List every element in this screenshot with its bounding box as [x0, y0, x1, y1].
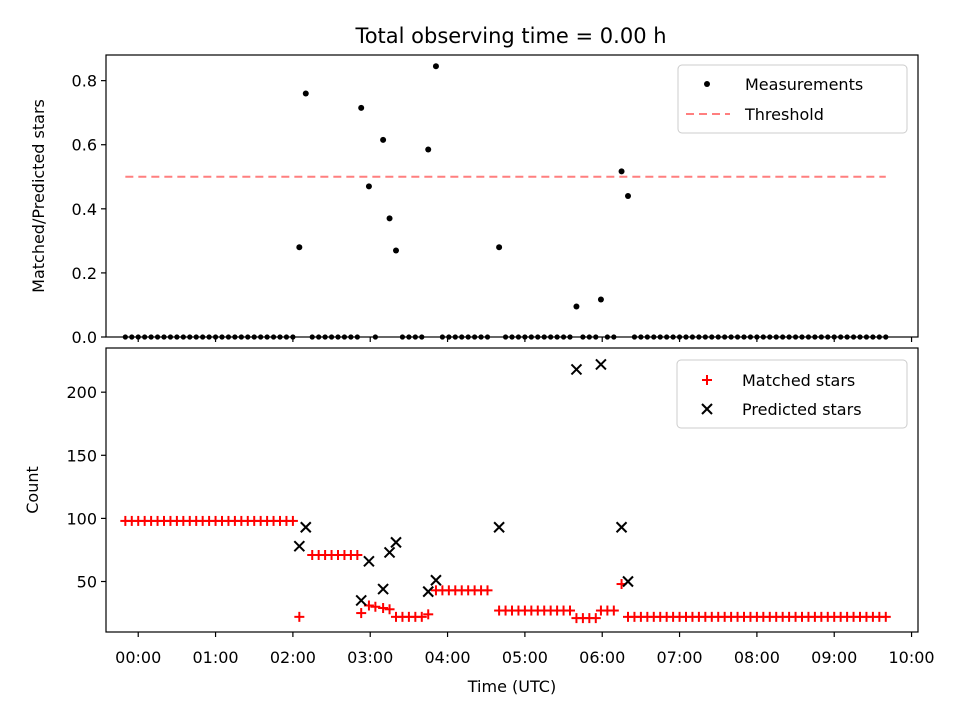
predicted-star-marker-b	[595, 358, 607, 371]
measurement-point	[296, 244, 303, 251]
bottom-legend: Matched stars Predicted stars	[676, 359, 908, 429]
top-y-tick-label: 0.8	[72, 72, 97, 91]
legend-measurements-label: Measurements	[745, 75, 863, 94]
matched-star-marker	[384, 604, 395, 615]
chart-title: Total observing time = 0.00 h	[354, 24, 666, 48]
measurement-point	[393, 247, 399, 254]
measurement-point	[425, 146, 432, 153]
predicted-star-marker	[390, 536, 402, 549]
predicted-star-marker	[595, 358, 607, 371]
predicted-star-marker-b	[422, 585, 434, 598]
matched-star-marker	[494, 605, 505, 616]
legend-predicted-label: Predicted stars	[742, 400, 862, 419]
legend-measurements-marker	[704, 81, 710, 87]
bottom-x-tick-label: 02:00	[270, 648, 316, 667]
predicted-star-marker	[430, 574, 442, 586]
predicted-star-marker-b	[430, 574, 442, 586]
predicted-star-marker-b	[293, 540, 306, 552]
measurement-point	[432, 63, 439, 70]
predicted-star-marker	[363, 555, 375, 568]
bottom-x-tick-label: 00:00	[115, 648, 161, 667]
matched-star-marker	[482, 585, 493, 596]
bottom-x-tick-label: 01:00	[193, 648, 239, 667]
legend-threshold-label: Threshold	[744, 105, 824, 124]
predicted-star-marker-b	[390, 536, 402, 549]
top-legend-box	[677, 64, 908, 134]
x-axis-label: Time (UTC)	[467, 677, 556, 696]
measurement-point	[618, 168, 625, 175]
measurement-point	[573, 303, 580, 310]
legend-predicted-marker-b	[701, 403, 713, 415]
predicted-star-marker	[293, 540, 306, 552]
top-y-axis-label: Matched/Predicted stars	[29, 99, 48, 293]
measurement-point	[358, 104, 365, 111]
top-legend: Measurements Threshold	[677, 64, 908, 134]
matched-star-marker	[880, 611, 891, 622]
bottom-y-tick-label: 150	[66, 446, 97, 465]
predicted-star-marker-b	[493, 521, 505, 533]
bottom-x-tick-label: 08:00	[734, 648, 780, 667]
bottom-panel: 50 100 150 200 00:00 01:00 02:00 03:00 04:00 05:0…	[23, 347, 935, 696]
bottom-axes-frame	[105, 347, 919, 633]
bottom-x-tick-label: 06:00	[579, 648, 625, 667]
bottom-y-axis-label: Count	[23, 466, 42, 514]
predicted-star-marker	[377, 583, 389, 595]
matched-star-marker	[423, 609, 434, 620]
matched-star-marker	[565, 605, 575, 616]
measurement-point	[386, 215, 393, 222]
top-y-tick-label: 0.2	[72, 264, 97, 283]
predicted-star-marker-b	[363, 555, 375, 568]
measurement-point	[625, 193, 631, 199]
predicted-star-marker	[622, 575, 634, 588]
matched-star-marker	[416, 611, 427, 622]
bottom-y-tick-label: 50	[77, 573, 97, 592]
top-y-tick-label: 0.0	[72, 328, 97, 347]
matched-star-marker	[352, 550, 363, 561]
top-axes-frame	[105, 54, 919, 338]
matched-star-marker	[294, 611, 305, 622]
predicted-star-marker-b	[615, 521, 628, 533]
legend-predicted-marker	[701, 403, 713, 415]
predicted-star-marker	[383, 546, 396, 559]
predicted-star-marker	[300, 521, 312, 533]
top-y-tick-label: 0.4	[72, 200, 97, 219]
predicted-star-marker-b	[622, 575, 634, 588]
predicted-star-marker-b	[377, 583, 389, 595]
measurement-point	[365, 183, 372, 190]
predicted-star-marker-b	[355, 594, 367, 607]
top-panel: 0.0 0.2 0.4 0.6 0.8 Matched/Predicted stars Me…	[29, 54, 919, 347]
legend-matched-marker	[702, 375, 712, 385]
predicted-star-marker	[422, 585, 434, 598]
predicted-star-marker	[493, 521, 505, 533]
bottom-x-tick-label: 09:00	[811, 648, 857, 667]
predicted-star-marker-b	[570, 363, 583, 376]
matched-star-marker	[608, 605, 619, 616]
top-y-tick-label: 0.6	[72, 136, 97, 155]
bottom-x-tick-label: 03:00	[347, 648, 393, 667]
bottom-x-tick-label: 10:00	[889, 648, 935, 667]
measurement-point	[302, 90, 309, 97]
matched-star-marker	[590, 613, 601, 624]
predicted-star-marker-b	[300, 521, 312, 533]
measurement-point	[597, 296, 604, 303]
predicted-star-marker	[355, 594, 367, 607]
predicted-star-marker-b	[383, 546, 396, 559]
bottom-legend-box	[676, 359, 908, 429]
matched-star-marker	[356, 608, 367, 619]
predicted-star-marker	[570, 363, 583, 376]
bottom-x-tick-label: 07:00	[657, 648, 703, 667]
bottom-y-tick-label: 100	[66, 509, 97, 528]
measurement-point	[496, 244, 503, 251]
predicted-star-marker	[615, 521, 628, 533]
legend-matched-label: Matched stars	[742, 371, 855, 390]
bottom-x-tick-label: 05:00	[502, 648, 548, 667]
bottom-x-tick-label: 04:00	[425, 648, 471, 667]
matched-star-marker	[378, 603, 389, 614]
measurement-point	[380, 136, 387, 143]
matched-star-marker	[370, 601, 381, 612]
matched-star-marker	[287, 515, 298, 526]
bottom-y-tick-label: 200	[66, 383, 97, 402]
